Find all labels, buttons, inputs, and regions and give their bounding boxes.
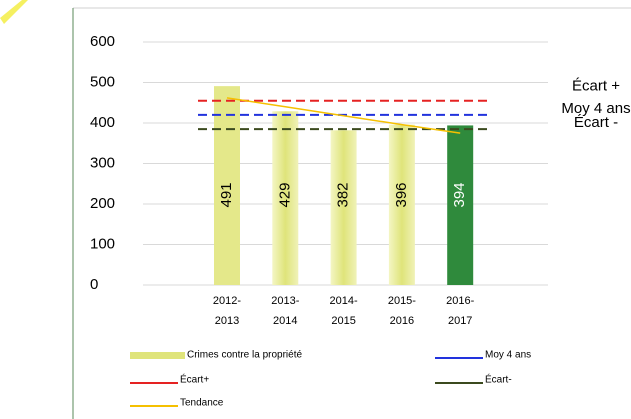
bar-value-label: 396 — [393, 182, 410, 207]
x-tick-label-line: 2016- — [446, 295, 474, 307]
y-tick-label: 400 — [90, 114, 115, 131]
bar-value-label: 382 — [335, 182, 352, 207]
reference-line-label: Écart - — [574, 114, 618, 131]
legend-label: Moy 4 ans — [485, 350, 531, 361]
x-tick-label: 2013- 2014 — [271, 295, 299, 327]
x-tick-label-line: 2013 — [215, 315, 239, 327]
y-tick-label: 100 — [90, 235, 115, 252]
reference-line-label: Moy 4 ans — [561, 100, 630, 117]
legend-label: Crimes contre la propriété — [187, 350, 302, 361]
x-tick-label-line: 2012- — [213, 295, 241, 307]
legend-label: Écart- — [485, 373, 512, 386]
x-tick-label-line: 2015 — [331, 315, 355, 327]
bar — [388, 124, 415, 286]
bar — [330, 130, 357, 285]
x-tick-label: 2014- 2015 — [330, 295, 358, 327]
x-tick-label-line: 2013- — [271, 295, 299, 307]
legend-label: Tendance — [180, 398, 224, 409]
x-tick-label-line: 2017 — [448, 315, 472, 327]
bar — [447, 125, 474, 286]
x-tick-label-line: 2014- — [330, 295, 358, 307]
x-tick-label-line: 2016 — [390, 315, 414, 327]
y-tick-label: 300 — [90, 154, 115, 171]
y-tick-label: 200 — [90, 195, 115, 212]
bar-value-label: 394 — [451, 182, 468, 207]
bar-value-label: 491 — [218, 182, 235, 207]
reference-line-label: Écart + — [572, 78, 620, 95]
trend-line — [226, 97, 461, 134]
x-tick-label: 2012- 2013 — [213, 295, 241, 327]
x-tick-label-line: 2014 — [273, 315, 297, 327]
y-tick-label: 600 — [90, 33, 115, 50]
bar — [214, 86, 240, 286]
x-tick-label: 2015- 2016 — [388, 295, 416, 327]
x-tick-label: 2016- 2017 — [446, 295, 474, 327]
bar-value-label: 429 — [276, 182, 293, 207]
legend-swatch — [130, 352, 185, 359]
legend-label: Écart+ — [180, 373, 209, 386]
bar — [272, 111, 299, 285]
x-tick-label-line: 2015- — [388, 295, 416, 307]
pencil-decoration — [0, 0, 28, 24]
y-tick-label: 0 — [90, 276, 98, 293]
y-tick-label: 500 — [90, 73, 115, 90]
